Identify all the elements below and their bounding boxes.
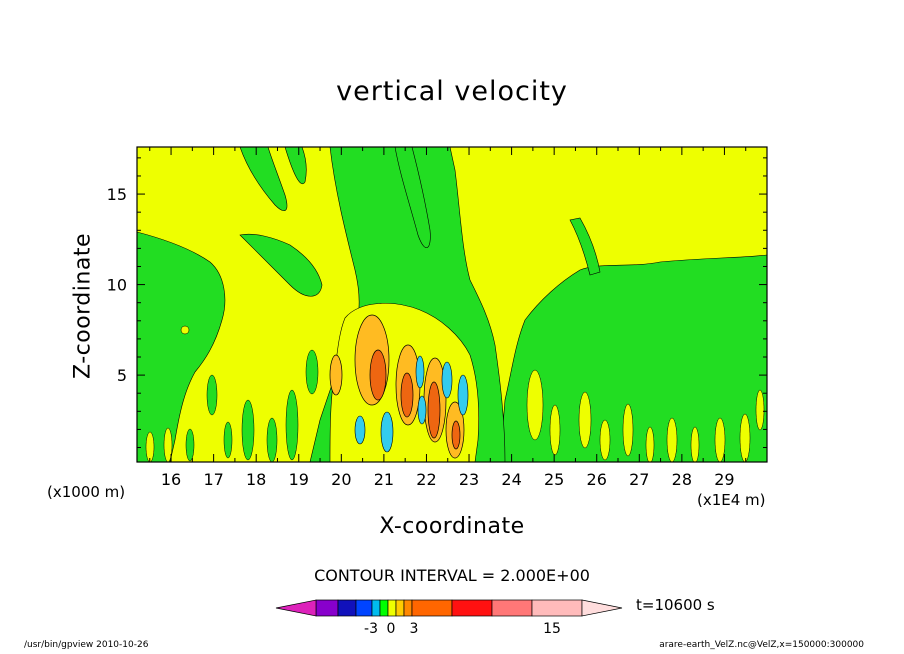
contour-interval-label: CONTOUR INTERVAL = 2.000E+00 <box>314 566 590 585</box>
y-tick-label: 10 <box>107 276 127 295</box>
colorbar: -3 0 3 15 <box>275 599 623 637</box>
yellow-islands-left <box>145 325 190 462</box>
time-label: t=10600 s <box>636 596 715 614</box>
x-tick-label: 25 <box>544 470 564 489</box>
x-tick-label: 29 <box>714 470 734 489</box>
x-tick-label: 20 <box>331 470 351 489</box>
plot-frame <box>136 146 768 463</box>
colorbar-high-arrow <box>581 599 623 617</box>
x-tick-label: 21 <box>374 470 394 489</box>
x-tick-label: 16 <box>161 470 181 489</box>
colorbar-tick-label: 3 <box>410 621 419 637</box>
x-tick-label: 22 <box>416 470 436 489</box>
colorbar-segment <box>491 599 533 617</box>
green-region-left <box>137 231 226 462</box>
plot-area <box>137 147 767 462</box>
yellow-islands-right <box>526 369 765 462</box>
x-tick-label: 24 <box>501 470 521 489</box>
colorbar-segment <box>387 599 397 617</box>
y-tick-label: 15 <box>107 185 127 204</box>
chart-title: vertical velocity <box>336 76 568 107</box>
colorbar-low-arrow <box>275 599 317 617</box>
green-streak-1 <box>239 147 288 212</box>
y-axis-unit: (x1000 m) <box>47 483 126 501</box>
x-tick-label: 26 <box>587 470 607 489</box>
x-tick-label: 17 <box>203 470 223 489</box>
x-tick-label: 19 <box>289 470 309 489</box>
colorbar-segment <box>411 599 453 617</box>
x-tick-label: 23 <box>459 470 479 489</box>
footer-right: arare-earth_VelZ.nc@VelZ,x=150000:300000 <box>659 640 864 650</box>
colorbar-tick-label: 0 <box>387 621 396 637</box>
colorbar-segment <box>395 599 405 617</box>
colorbar-segment <box>371 599 381 617</box>
colorbar-segment <box>379 599 389 617</box>
green-streak-5 <box>569 217 601 276</box>
orange-cores <box>329 314 465 459</box>
colorbar-tick-label: 15 <box>543 621 561 637</box>
x-axis-label: X-coordinate <box>379 514 525 539</box>
x-tick-label: 27 <box>629 470 649 489</box>
y-axis-label: Z-coordinate <box>70 233 96 379</box>
y-axis: 5 10 15 <box>107 157 767 449</box>
green-streak-3 <box>394 147 431 248</box>
colorbar-tick-label: -3 <box>364 621 378 637</box>
cyan-downdraft-cells <box>354 355 469 453</box>
x-tick-label: 18 <box>246 470 266 489</box>
x-axis-unit: (x1E4 m) <box>697 491 766 509</box>
green-region-right <box>499 254 767 462</box>
colorbar-segment <box>355 599 373 617</box>
green-streak-4 <box>239 233 323 297</box>
y-tick-label: 5 <box>117 366 127 385</box>
colorbar-segment <box>315 599 339 617</box>
x-tick-label: 28 <box>672 470 692 489</box>
green-streak-2 <box>284 147 307 185</box>
green-cells-lower <box>185 349 319 462</box>
colorbar-segment <box>451 599 493 617</box>
footer-left: /usr/bin/gpview 2010-10-26 <box>24 640 149 650</box>
colorbar-segment <box>403 599 413 617</box>
x-axis: 16 17 18 19 20 21 22 23 24 25 26 27 28 29 <box>149 147 747 489</box>
colorbar-segment <box>337 599 357 617</box>
colorbar-segment <box>531 599 583 617</box>
